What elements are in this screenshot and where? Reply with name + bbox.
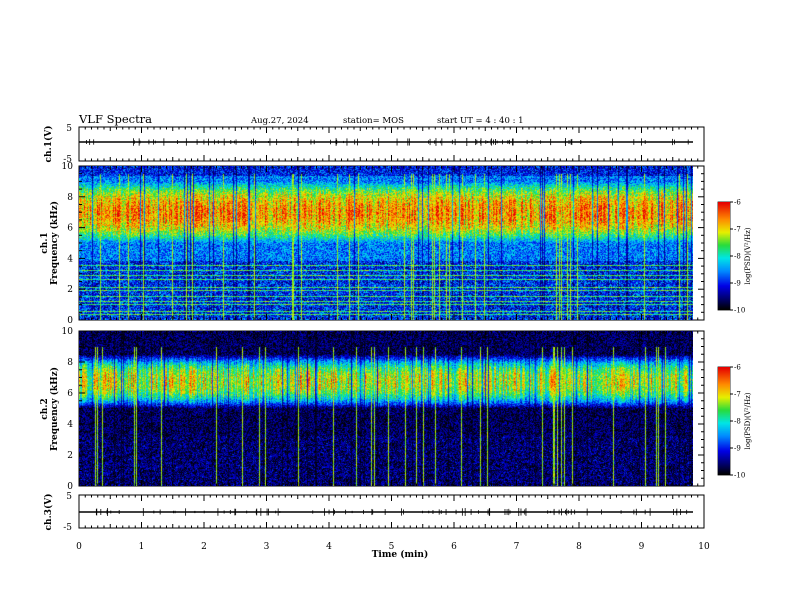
y-tick-label: 4 [67, 254, 73, 264]
x-tick-label: 4 [326, 542, 332, 552]
colorbar-tick-label: -7 [734, 226, 741, 234]
ch3-waveform-ylabel: ch.3(V) [43, 494, 54, 531]
y-tick-label: 2 [67, 451, 73, 461]
station-label: station= MOS [343, 116, 404, 126]
x-tick-label: 5 [389, 542, 395, 552]
y-tick-label: 4 [67, 420, 73, 430]
ch2-spectrogram-ylabel: ch.2 [40, 398, 50, 419]
colorbar-tick-label: -7 [734, 391, 741, 399]
time-axis-title: Time (min) [372, 549, 429, 560]
time-axis-labels: 0 1 2 3 4 5 6 7 8 9 10 [76, 542, 710, 552]
colorbar-tick-label: -6 [734, 364, 741, 372]
ch1-waveform-panel: 5 -5 ch.1(V) [43, 124, 705, 165]
colorbar-tick-label: -10 [734, 472, 745, 480]
y-tick-label: 6 [67, 224, 73, 234]
ch3-waveform-spikes [95, 508, 688, 516]
ch1-colorbar-ticks: -6 -7 -8 -9 -10 [730, 199, 745, 315]
y-tick-label: 8 [67, 193, 73, 203]
ch3-ytick-top: 5 [66, 492, 72, 502]
ch1-ytick-top: 5 [66, 124, 72, 134]
colorbar-tick-label: -10 [734, 307, 745, 315]
y-tick-label: 2 [67, 285, 73, 295]
x-tick-label: 0 [76, 542, 82, 552]
ch2-spectrogram-yticks: 0 2 4 6 8 10 [62, 327, 704, 492]
ch2-spectrogram-panel: 0 2 4 6 8 10 ch.2 Frequency (kHz) [40, 327, 705, 492]
ch1-waveform-spikes [86, 138, 689, 146]
ch3-ytick-bottom: -5 [63, 523, 72, 533]
colorbar-tick-label: -6 [734, 199, 741, 207]
ch2-colorbar-image [718, 367, 730, 475]
ch1-colorbar: -6 -7 -8 -9 -10 log(PSD)(V²/Hz) [717, 199, 752, 315]
colorbar-tick-label: -8 [734, 418, 741, 426]
ch1-colorbar-image [718, 202, 730, 310]
y-tick-label: 0 [67, 482, 73, 492]
x-tick-label: 10 [698, 542, 710, 552]
ch1-waveform-ylabel: ch.1(V) [43, 126, 54, 163]
y-tick-label: 0 [67, 316, 73, 326]
x-tick-label: 2 [201, 542, 207, 552]
colorbar-tick-label: -9 [734, 280, 741, 288]
y-tick-label: 8 [67, 358, 73, 368]
x-tick-label: 6 [451, 542, 457, 552]
ch2-colorbar-label: log(PSD)(V²/Hz) [744, 392, 752, 449]
colorbar-tick-label: -9 [734, 445, 741, 453]
y-tick-label: 10 [62, 162, 74, 172]
ch1-spectrogram-image [79, 166, 693, 320]
ch2-spectrogram-image [79, 331, 693, 486]
date-label: Aug.27, 2024 [250, 116, 309, 126]
y-tick-label: 6 [67, 389, 73, 399]
ch1-spectrogram-ylabel-freq: Frequency (kHz) [49, 201, 60, 285]
x-tick-label: 1 [139, 542, 145, 552]
ch2-colorbar: -6 -7 -8 -9 -10 log(PSD)(V²/Hz) [717, 364, 752, 480]
colorbar-tick-label: -8 [734, 253, 741, 261]
x-tick-label: 3 [264, 542, 270, 552]
ch1-spectrogram-panel: 0 2 4 6 8 10 ch.1 Frequency (kHz) [40, 162, 705, 326]
start-time-label: start UT = 4 : 40 : 1 [437, 116, 524, 126]
ch2-colorbar-ticks: -6 -7 -8 -9 -10 [730, 364, 745, 480]
time-axis-ticks [78, 127, 705, 528]
y-tick-label: 10 [62, 327, 74, 337]
ch1-ytick-bottom: -5 [63, 155, 72, 165]
x-tick-label: 9 [639, 542, 645, 552]
ch1-spectrogram-yticks: 0 2 4 6 8 10 [62, 162, 704, 326]
ch1-colorbar-label: log(PSD)(V²/Hz) [744, 227, 752, 284]
figure-title: VLF Spectra [78, 112, 152, 126]
ch2-spectrogram-ylabel-freq: Frequency (kHz) [49, 367, 60, 451]
ch1-spectrogram-ylabel: ch.1 [40, 232, 50, 253]
x-tick-label: 7 [514, 542, 520, 552]
x-tick-label: 8 [576, 542, 582, 552]
ch3-waveform-panel: 5 -5 ch.3(V) [43, 492, 705, 533]
